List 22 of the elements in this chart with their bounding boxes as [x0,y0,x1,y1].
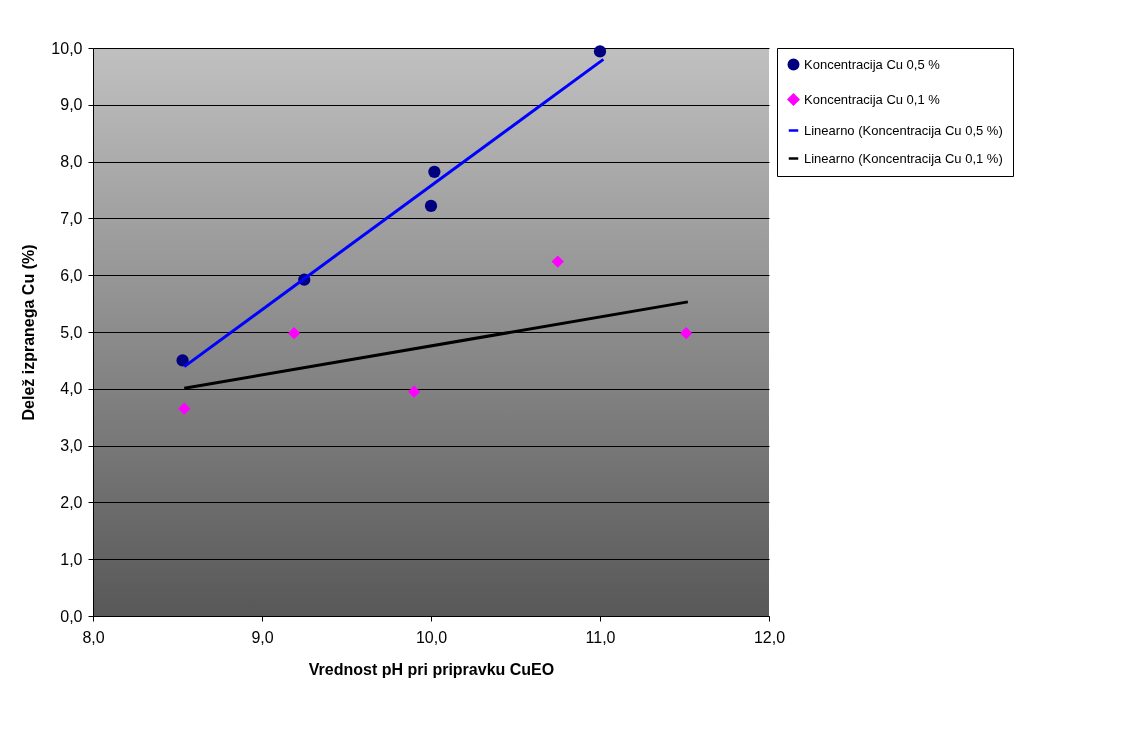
y-tick-label: 5,0 [60,323,83,341]
x-axis-title: Vrednost pH pri pripravku CuEO [308,660,555,678]
y-axis-title: Delež izpranega Cu (%) [20,244,38,421]
legend-label: Koncentracija Cu 0,1 % [804,91,941,107]
y-tick-label: 3,0 [60,437,83,455]
x-tick-label: 11,0 [585,628,616,646]
y-tick-label: 10,0 [51,39,83,57]
legend-label: Linearno (Koncentracija Cu 0,1 %) [804,150,1003,166]
x-tick-label: 10,0 [415,628,448,646]
y-tick-label: 1,0 [60,550,83,568]
legend-label: Koncentracija Cu 0,5 % [804,56,941,72]
y-tick-label: 4,0 [60,380,83,398]
x-tick-label: 9,0 [251,628,274,646]
x-tick-label: 12,0 [753,628,786,646]
y-tick-label: 6,0 [60,266,83,284]
y-tick-label: 7,0 [60,209,83,227]
y-tick-label: 2,0 [60,493,83,511]
x-tick-label: 8,0 [82,628,105,646]
legend-label: Linearno (Koncentracija Cu 0,5 %) [804,122,1003,138]
y-tick-label: 8,0 [60,153,83,171]
y-tick-label: 0,0 [60,607,83,625]
y-tick-label: 9,0 [60,96,83,114]
